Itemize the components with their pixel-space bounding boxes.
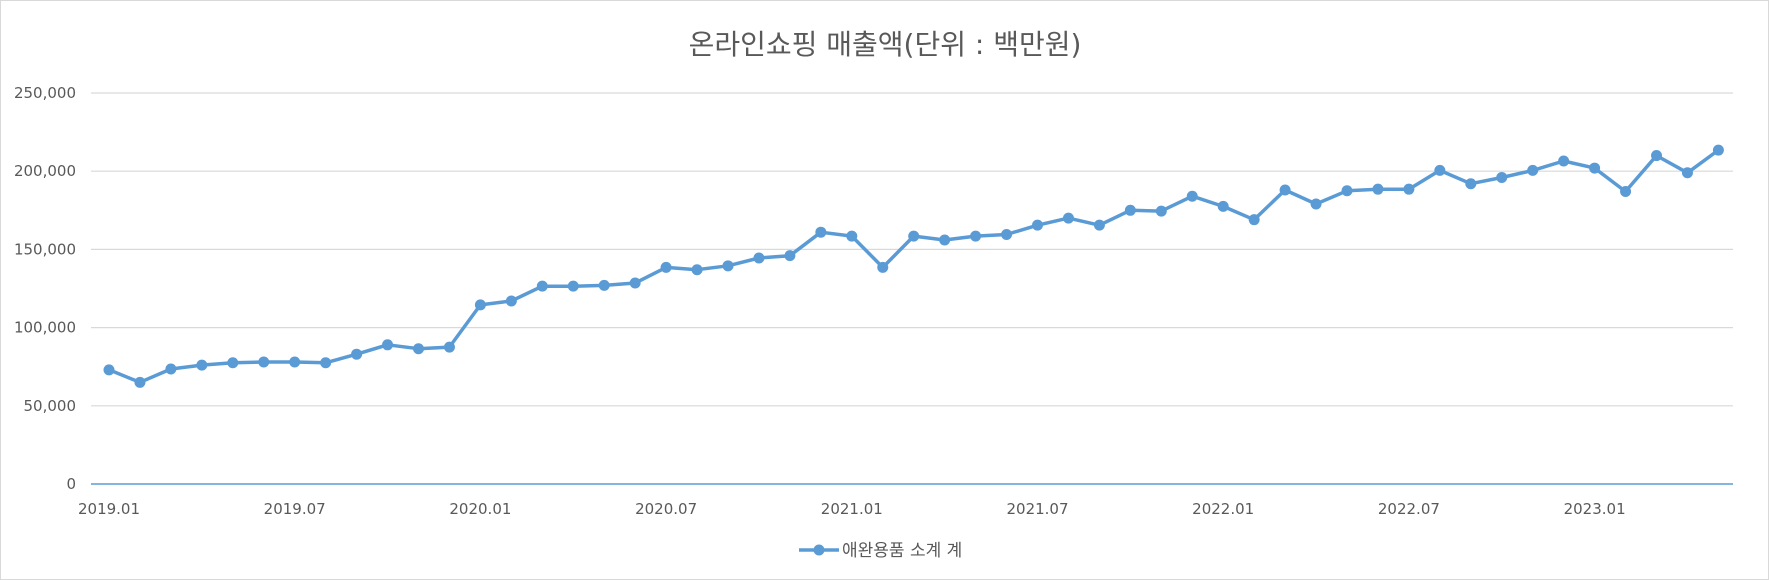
y-tick-label: 200,000 [14, 162, 76, 180]
data-point [908, 230, 920, 242]
data-point [1279, 184, 1291, 196]
data-point [320, 357, 332, 369]
data-point [722, 260, 734, 272]
data-point [1155, 205, 1167, 217]
x-tick-label: 2023.01 [1564, 500, 1626, 518]
data-point [413, 343, 424, 355]
chart-title: 온라인쇼핑 매출액(단위 : 백만원) [689, 28, 1082, 61]
x-tick-label: 2021.07 [1006, 500, 1068, 518]
data-point [1186, 190, 1198, 202]
data-point [1310, 198, 1322, 210]
y-tick-label: 50,000 [24, 397, 77, 415]
x-tick-label: 2019.07 [264, 500, 326, 518]
data-point [1093, 219, 1105, 231]
data-point [1620, 186, 1632, 198]
x-tick-label: 2022.07 [1378, 500, 1440, 518]
series-line [107, 148, 1721, 385]
data-point [1527, 164, 1539, 176]
data-point [351, 348, 363, 360]
x-tick-label: 2019.01 [78, 500, 140, 518]
data-point [1248, 214, 1260, 226]
y-tick-label: 250,000 [14, 84, 76, 102]
data-point [1651, 150, 1662, 162]
data-point [1341, 185, 1353, 197]
data-point [598, 279, 610, 291]
data-point [536, 280, 548, 292]
x-tick-label: 2022.01 [1192, 500, 1254, 518]
data-point [1372, 183, 1384, 195]
x-axis: 2019.01 2019.07 2020.01 2020.07 2021.01 2021.… [78, 500, 1626, 518]
data-point [660, 261, 672, 273]
data-point [1681, 167, 1693, 179]
data-point [1712, 144, 1724, 156]
data-point [227, 357, 239, 369]
data-point [815, 226, 827, 238]
data-point [877, 261, 889, 273]
data-point [939, 234, 951, 246]
data-point [567, 280, 579, 292]
data-point [1032, 219, 1043, 231]
data-point [1062, 212, 1074, 224]
legend-swatch-marker [813, 544, 825, 556]
data-point [691, 264, 703, 276]
data-point [1496, 171, 1508, 183]
data-point [165, 363, 177, 375]
data-point [443, 341, 455, 353]
data-point [134, 376, 146, 388]
data-point [784, 250, 796, 262]
data-point [103, 364, 115, 376]
data-point [846, 230, 858, 242]
data-point [1589, 162, 1601, 174]
grid-layer [91, 92, 1733, 407]
legend-label: 애완용품 소계 계 [842, 541, 962, 561]
x-tick-label: 2020.01 [449, 500, 511, 518]
data-point [970, 230, 982, 242]
y-axis: 0 50,000 100,000 150,000 200,000 250,000 [14, 84, 76, 493]
x-tick-label: 2020.07 [635, 500, 697, 518]
data-point [289, 356, 301, 368]
data-point [629, 277, 641, 289]
data-point [505, 295, 517, 307]
data-point [196, 359, 208, 371]
x-tick-label: 2021.01 [821, 500, 883, 518]
data-point [474, 299, 486, 311]
data-point [1558, 155, 1570, 167]
data-point [1001, 229, 1013, 241]
data-point [1217, 200, 1229, 212]
data-point [258, 356, 270, 368]
y-tick-label: 150,000 [14, 240, 76, 258]
data-point [382, 339, 394, 351]
series-layer [103, 144, 1724, 388]
legend[interactable]: 애완용품 소계 계 [799, 541, 962, 561]
y-tick-label: 0 [66, 475, 76, 493]
data-point [1434, 164, 1446, 176]
data-point [753, 252, 765, 264]
y-tick-label: 100,000 [14, 319, 76, 337]
data-point [1124, 204, 1136, 216]
data-point [1403, 183, 1415, 195]
data-point [1465, 178, 1477, 190]
